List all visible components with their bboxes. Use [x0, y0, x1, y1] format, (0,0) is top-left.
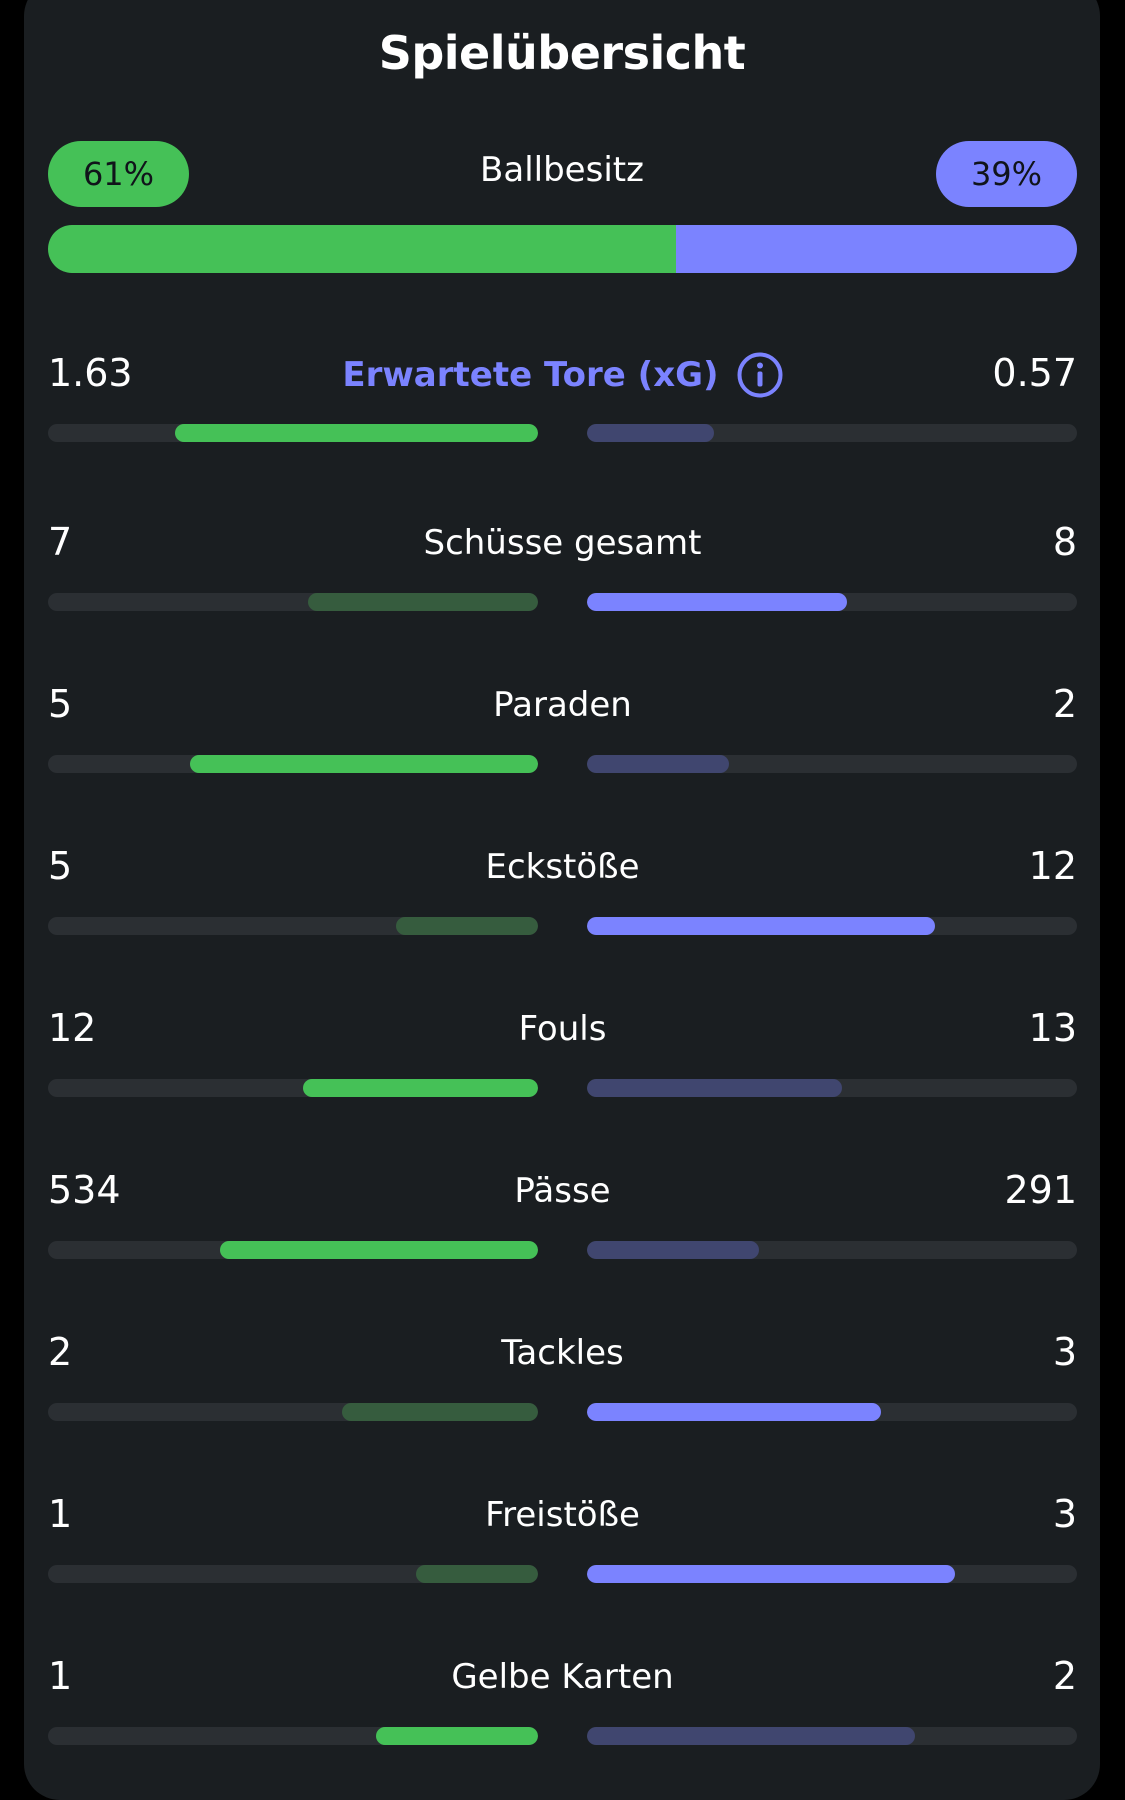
home-value: 534 [48, 1168, 121, 1212]
home-bar-fill [219, 1241, 538, 1259]
stat-row-free-kicks: 1 Freistöße 3 [48, 1491, 1077, 1591]
away-value: 0.57 [992, 351, 1077, 395]
home-possession-badge: 61% [48, 141, 189, 207]
home-bar-fill [415, 1565, 538, 1583]
home-bar-track [48, 917, 538, 935]
stat-row-yellow-cards: 1 Gelbe Karten 2 [48, 1653, 1077, 1753]
stat-label: Eckstöße [485, 847, 640, 887]
home-value: 5 [48, 844, 73, 888]
home-bar-fill [175, 424, 538, 442]
home-bar-track [48, 424, 538, 442]
away-bar-track [587, 1241, 1077, 1259]
away-value: 2 [1052, 682, 1077, 726]
away-bar-track [587, 755, 1077, 773]
home-bar-track [48, 1079, 538, 1097]
stat-label: Tackles [501, 1333, 624, 1373]
home-value: 2 [48, 1330, 73, 1374]
home-bar-fill [307, 593, 538, 611]
home-bar-track [48, 1727, 538, 1745]
stat-label: Paraden [493, 685, 632, 725]
home-bar-track [48, 1403, 538, 1421]
stat-row-passes: 534 Pässe 291 [48, 1167, 1077, 1267]
stat-row-shots: 7 Schüsse gesamt 8 [48, 519, 1077, 619]
info-icon[interactable] [737, 352, 783, 398]
away-value: 8 [1052, 520, 1077, 564]
stat-label: Fouls [518, 1009, 607, 1049]
stat-label: Freistöße [485, 1495, 640, 1535]
home-bar-track [48, 755, 538, 773]
away-bar-fill [587, 593, 847, 611]
stat-label-xg[interactable]: Erwartete Tore (xG) [48, 352, 1077, 398]
away-bar-fill [587, 1241, 759, 1259]
away-bar-track [587, 424, 1077, 442]
stat-label: Gelbe Karten [451, 1657, 674, 1697]
away-bar-fill [587, 755, 730, 773]
away-bar-fill [587, 424, 715, 442]
away-bar-fill [587, 1565, 955, 1583]
stat-label: Schüsse gesamt [423, 523, 702, 563]
home-bar-track [48, 593, 538, 611]
away-bar-track [587, 1565, 1077, 1583]
away-value: 3 [1052, 1492, 1077, 1536]
stat-row-tackles: 2 Tackles 3 [48, 1329, 1077, 1429]
home-value: 7 [48, 520, 73, 564]
away-bar-fill [587, 1079, 842, 1097]
away-value: 13 [1028, 1006, 1077, 1050]
stat-row-corners: 5 Eckstöße 12 [48, 843, 1077, 943]
home-bar-fill [302, 1079, 538, 1097]
stat-label: Pässe [514, 1171, 611, 1211]
stat-label-text: Erwartete Tore (xG) [342, 355, 719, 395]
away-bar-track [587, 1079, 1077, 1097]
away-bar-track [587, 593, 1077, 611]
match-overview-card [24, 0, 1100, 1800]
home-value: 12 [48, 1006, 97, 1050]
home-value: 1.63 [48, 351, 133, 395]
away-bar-track [587, 1403, 1077, 1421]
home-bar-track [48, 1565, 538, 1583]
possession-label: Ballbesitz [480, 150, 644, 190]
home-bar-fill [376, 1727, 538, 1745]
possession-bar [48, 225, 1077, 273]
away-value: 291 [1004, 1168, 1077, 1212]
possession-bar-away [675, 225, 1077, 273]
home-bar-fill [342, 1403, 538, 1421]
away-bar-fill [587, 1403, 881, 1421]
away-bar-track [587, 917, 1077, 935]
away-value: 3 [1052, 1330, 1077, 1374]
home-bar-fill [395, 917, 538, 935]
away-bar-track [587, 1727, 1077, 1745]
home-bar-fill [190, 755, 538, 773]
stat-row-xg: 1.63 Erwartete Tore (xG) 0.57 [48, 350, 1077, 450]
possession-bar-home [48, 225, 676, 273]
away-value: 12 [1028, 844, 1077, 888]
home-bar-track [48, 1241, 538, 1259]
away-bar-fill [587, 917, 935, 935]
home-value: 1 [48, 1654, 73, 1698]
stat-row-saves: 5 Paraden 2 [48, 681, 1077, 781]
page-title: Spielübersicht [378, 26, 746, 80]
home-value: 5 [48, 682, 73, 726]
away-bar-fill [587, 1727, 916, 1745]
home-value: 1 [48, 1492, 73, 1536]
stat-row-fouls: 12 Fouls 13 [48, 1005, 1077, 1105]
away-value: 2 [1052, 1654, 1077, 1698]
away-possession-badge: 39% [936, 141, 1077, 207]
